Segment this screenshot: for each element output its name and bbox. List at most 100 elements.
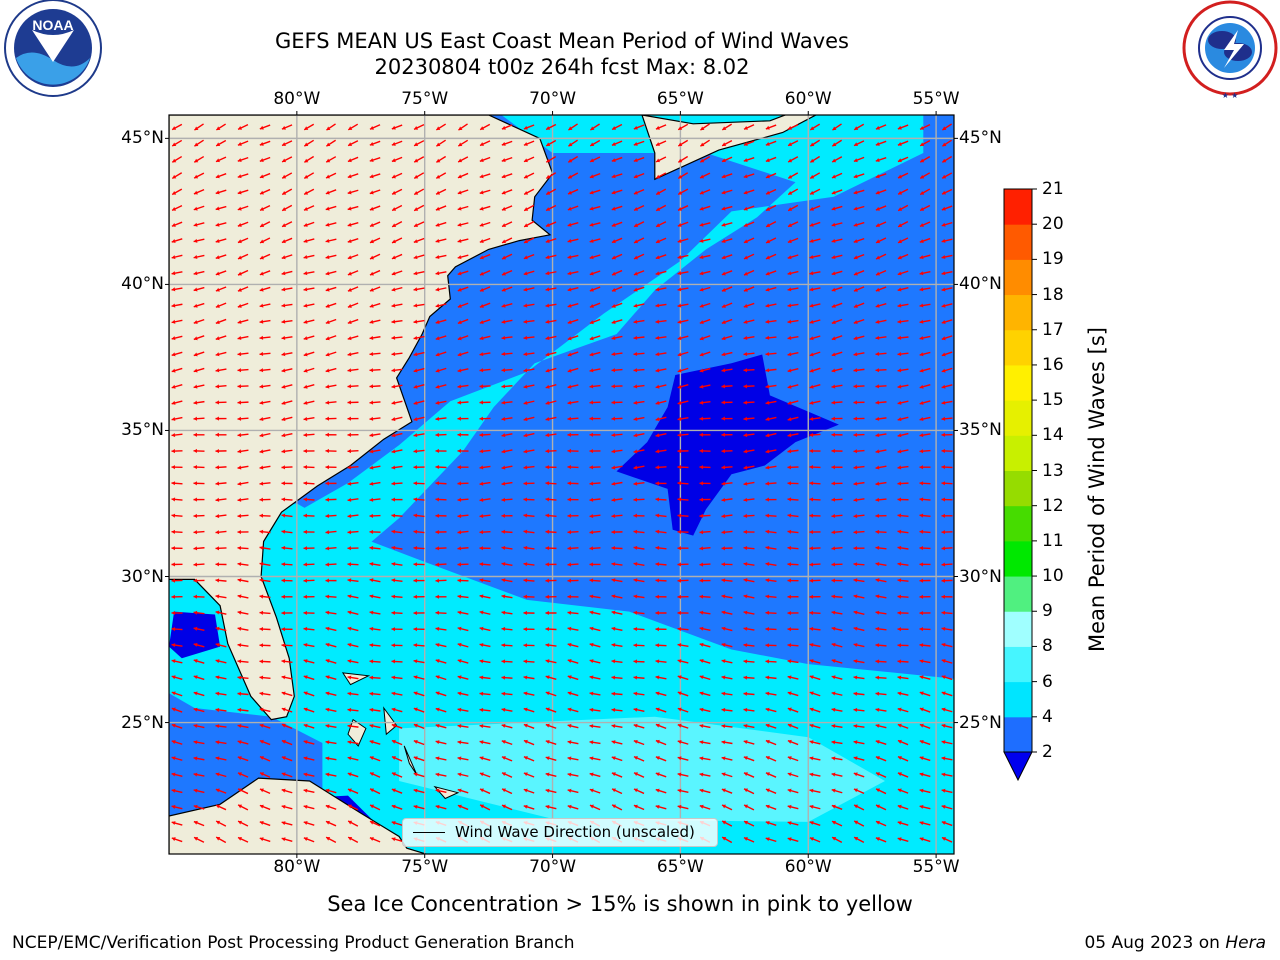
direction-arrow <box>215 238 227 243</box>
direction-arrow <box>787 254 799 260</box>
direction-arrow <box>743 675 755 680</box>
direction-arrow <box>215 820 227 827</box>
direction-arrow <box>590 123 600 131</box>
direction-arrow <box>831 788 843 794</box>
direction-arrow <box>875 756 887 762</box>
direction-arrow <box>809 400 821 405</box>
direction-arrow <box>171 659 183 664</box>
direction-arrow <box>303 351 315 357</box>
direction-arrow <box>347 707 359 713</box>
direction-arrow <box>457 691 469 696</box>
direction-arrow <box>699 172 711 179</box>
direction-arrow <box>589 302 601 308</box>
direction-arrow <box>303 465 315 470</box>
direction-arrow <box>479 221 491 227</box>
direction-arrow <box>281 675 293 680</box>
direction-arrow <box>435 626 447 631</box>
direction-arrow <box>589 286 601 292</box>
direction-arrow <box>919 804 931 810</box>
direction-arrow <box>435 546 447 551</box>
direction-arrow <box>545 772 557 778</box>
direction-arrow <box>501 384 513 389</box>
direction-arrow <box>479 610 491 615</box>
direction-arrow <box>369 253 381 260</box>
chart-title: GEFS MEAN US East Coast Mean Period of W… <box>275 29 849 53</box>
direction-arrow <box>215 254 227 260</box>
direction-arrow <box>193 675 205 681</box>
direction-arrow <box>721 302 733 308</box>
direction-arrow <box>545 707 557 713</box>
direction-arrow <box>677 351 689 357</box>
direction-arrow <box>832 123 842 131</box>
direction-arrow <box>611 740 623 745</box>
direction-arrow <box>325 222 337 227</box>
direction-arrow <box>611 368 623 373</box>
direction-arrow <box>281 254 293 260</box>
direction-arrow <box>853 270 865 276</box>
direction-arrow <box>259 513 271 518</box>
direction-arrow <box>589 172 601 179</box>
direction-arrow <box>237 416 249 421</box>
colorbar-segment <box>1004 364 1032 401</box>
direction-arrow <box>501 237 513 244</box>
direction-arrow <box>259 156 271 163</box>
direction-arrow <box>633 497 645 502</box>
direction-arrow <box>743 836 755 843</box>
direction-arrow <box>237 335 249 341</box>
direction-arrow <box>831 594 843 599</box>
direction-arrow <box>259 837 271 843</box>
direction-arrow <box>303 659 315 664</box>
direction-arrow <box>611 513 623 519</box>
direction-arrow <box>457 368 469 373</box>
direction-arrow <box>347 318 359 325</box>
direction-arrow <box>787 513 799 518</box>
direction-arrow <box>193 836 205 843</box>
direction-arrow <box>281 287 293 292</box>
sea-ice-note: Sea Ice Concentration > 15% is shown in … <box>327 892 913 916</box>
direction-arrow <box>171 821 183 826</box>
direction-arrow <box>303 335 315 341</box>
direction-arrow <box>391 707 403 713</box>
direction-arrow <box>479 416 491 421</box>
direction-arrow <box>171 723 183 729</box>
direction-arrow <box>677 432 689 438</box>
direction-arrow <box>325 270 337 276</box>
direction-arrow <box>523 319 535 324</box>
direction-arrow <box>303 723 315 729</box>
direction-arrow <box>457 238 469 243</box>
direction-arrow <box>325 610 337 615</box>
direction-arrow <box>655 270 667 276</box>
direction-arrow <box>655 368 667 373</box>
direction-arrow <box>501 189 513 195</box>
direction-arrow <box>347 416 359 421</box>
direction-arrow <box>721 432 733 437</box>
direction-arrow <box>325 546 337 551</box>
direction-arrow <box>633 594 645 599</box>
direction-arrow <box>523 578 535 583</box>
direction-arrow <box>721 286 733 292</box>
direction-arrow <box>435 723 447 729</box>
direction-arrow <box>721 675 733 680</box>
direction-arrow <box>897 156 909 163</box>
direction-arrow <box>347 659 359 664</box>
direction-arrow <box>435 594 447 599</box>
direction-arrow <box>919 739 931 746</box>
direction-arrow <box>721 351 733 357</box>
direction-arrow <box>523 188 535 195</box>
direction-arrow <box>875 626 887 631</box>
direction-arrow <box>919 481 931 486</box>
direction-arrow <box>721 449 733 454</box>
direction-arrow <box>699 675 711 681</box>
direction-arrow <box>699 465 711 470</box>
direction-arrow <box>457 270 469 276</box>
direction-arrow <box>897 449 909 454</box>
direction-arrow <box>677 578 689 583</box>
direction-arrow <box>545 739 557 745</box>
direction-arrow <box>809 756 821 761</box>
direction-arrow <box>259 707 271 713</box>
direction-arrow <box>919 221 931 228</box>
direction-arrow <box>919 788 931 794</box>
direction-arrow <box>193 448 205 453</box>
direction-arrow <box>457 189 469 195</box>
direction-arrow <box>325 675 337 680</box>
